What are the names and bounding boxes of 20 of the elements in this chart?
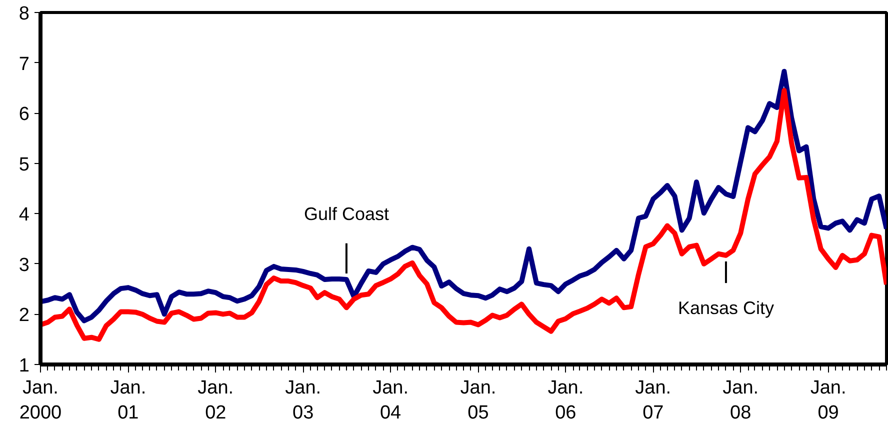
x-tick-label: Jan. 08 — [722, 378, 759, 424]
y-tick-label: 5 — [18, 154, 30, 176]
y-tick-label: 8 — [18, 4, 30, 24]
x-tick-label: Jan. 02 — [198, 378, 234, 424]
y-tick-label: 2 — [18, 305, 30, 326]
x-tick-label: Jan. 04 — [372, 378, 409, 424]
x-tick-label: Jan. 03 — [285, 378, 322, 424]
x-tick-label: Jan. 09 — [810, 378, 846, 424]
y-tick-label: 7 — [18, 54, 30, 75]
y-tick-label: 3 — [18, 254, 30, 276]
y-tick-label: 4 — [18, 204, 30, 226]
y-tick-label: 1 — [18, 356, 30, 376]
y-tick-label: 6 — [18, 104, 30, 126]
x-tick-label: Jan. 05 — [460, 378, 496, 424]
x-tick-label: Jan. 01 — [110, 378, 146, 424]
x-tick-label: Jan. 06 — [548, 378, 584, 424]
x-tick-label: Jan. 07 — [635, 378, 672, 424]
annotation: Gulf Coast — [304, 204, 389, 224]
x-tick-label: Jan. 2000 — [19, 378, 62, 424]
annotation: Kansas City — [678, 298, 774, 318]
